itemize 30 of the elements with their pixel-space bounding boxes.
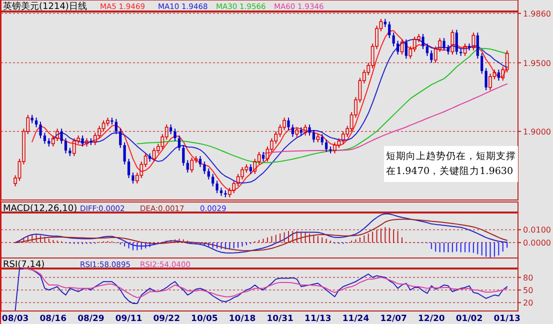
y-tick-label: 50 xyxy=(523,286,534,295)
x-tick-label: 10/31 xyxy=(266,314,294,324)
y-tick-label: 1.9860 xyxy=(523,9,551,18)
y-tick-label: 1.9500 xyxy=(523,58,551,68)
x-tick-label: 09/22 xyxy=(153,314,180,324)
x-tick-label: 11/13 xyxy=(304,314,332,324)
x-tick-label: 11/24 xyxy=(342,314,370,324)
x-tick-label: 08/16 xyxy=(40,314,67,324)
y-tick-label: 0.0100 xyxy=(523,226,551,235)
x-tick-label: 01/02 xyxy=(456,314,483,324)
line-series xyxy=(14,218,508,252)
line-series xyxy=(14,268,508,311)
chart-title: 英镑美元(1214)日线 xyxy=(3,1,87,12)
y-tick-label: 1.9000 xyxy=(523,127,551,136)
line-series xyxy=(23,268,508,298)
line-series xyxy=(14,213,508,254)
chart-title: RSI(7,14) xyxy=(3,260,45,270)
x-tick-label: 12/20 xyxy=(418,314,445,324)
x-tick-label: 01/13 xyxy=(494,314,521,324)
annotation: 短期向上趋势仍在，短期支撑在1.9470，关键阻力1.9630 xyxy=(384,146,518,182)
x-tick-label: 08/29 xyxy=(78,314,104,324)
x-tick-label: 08/03 xyxy=(2,314,29,324)
chart-title: MACD(12,26,10) xyxy=(3,204,78,214)
x-tick-label: 10/05 xyxy=(191,314,218,324)
x-tick-label: 09/11 xyxy=(115,314,142,324)
y-tick-label: 20 xyxy=(523,298,534,308)
x-tick-label: 10/18 xyxy=(228,314,256,324)
y-tick-label: 0.0000 xyxy=(523,238,551,248)
x-tick-label: 12/07 xyxy=(380,314,408,324)
y-tick-label: 80 xyxy=(523,273,534,282)
